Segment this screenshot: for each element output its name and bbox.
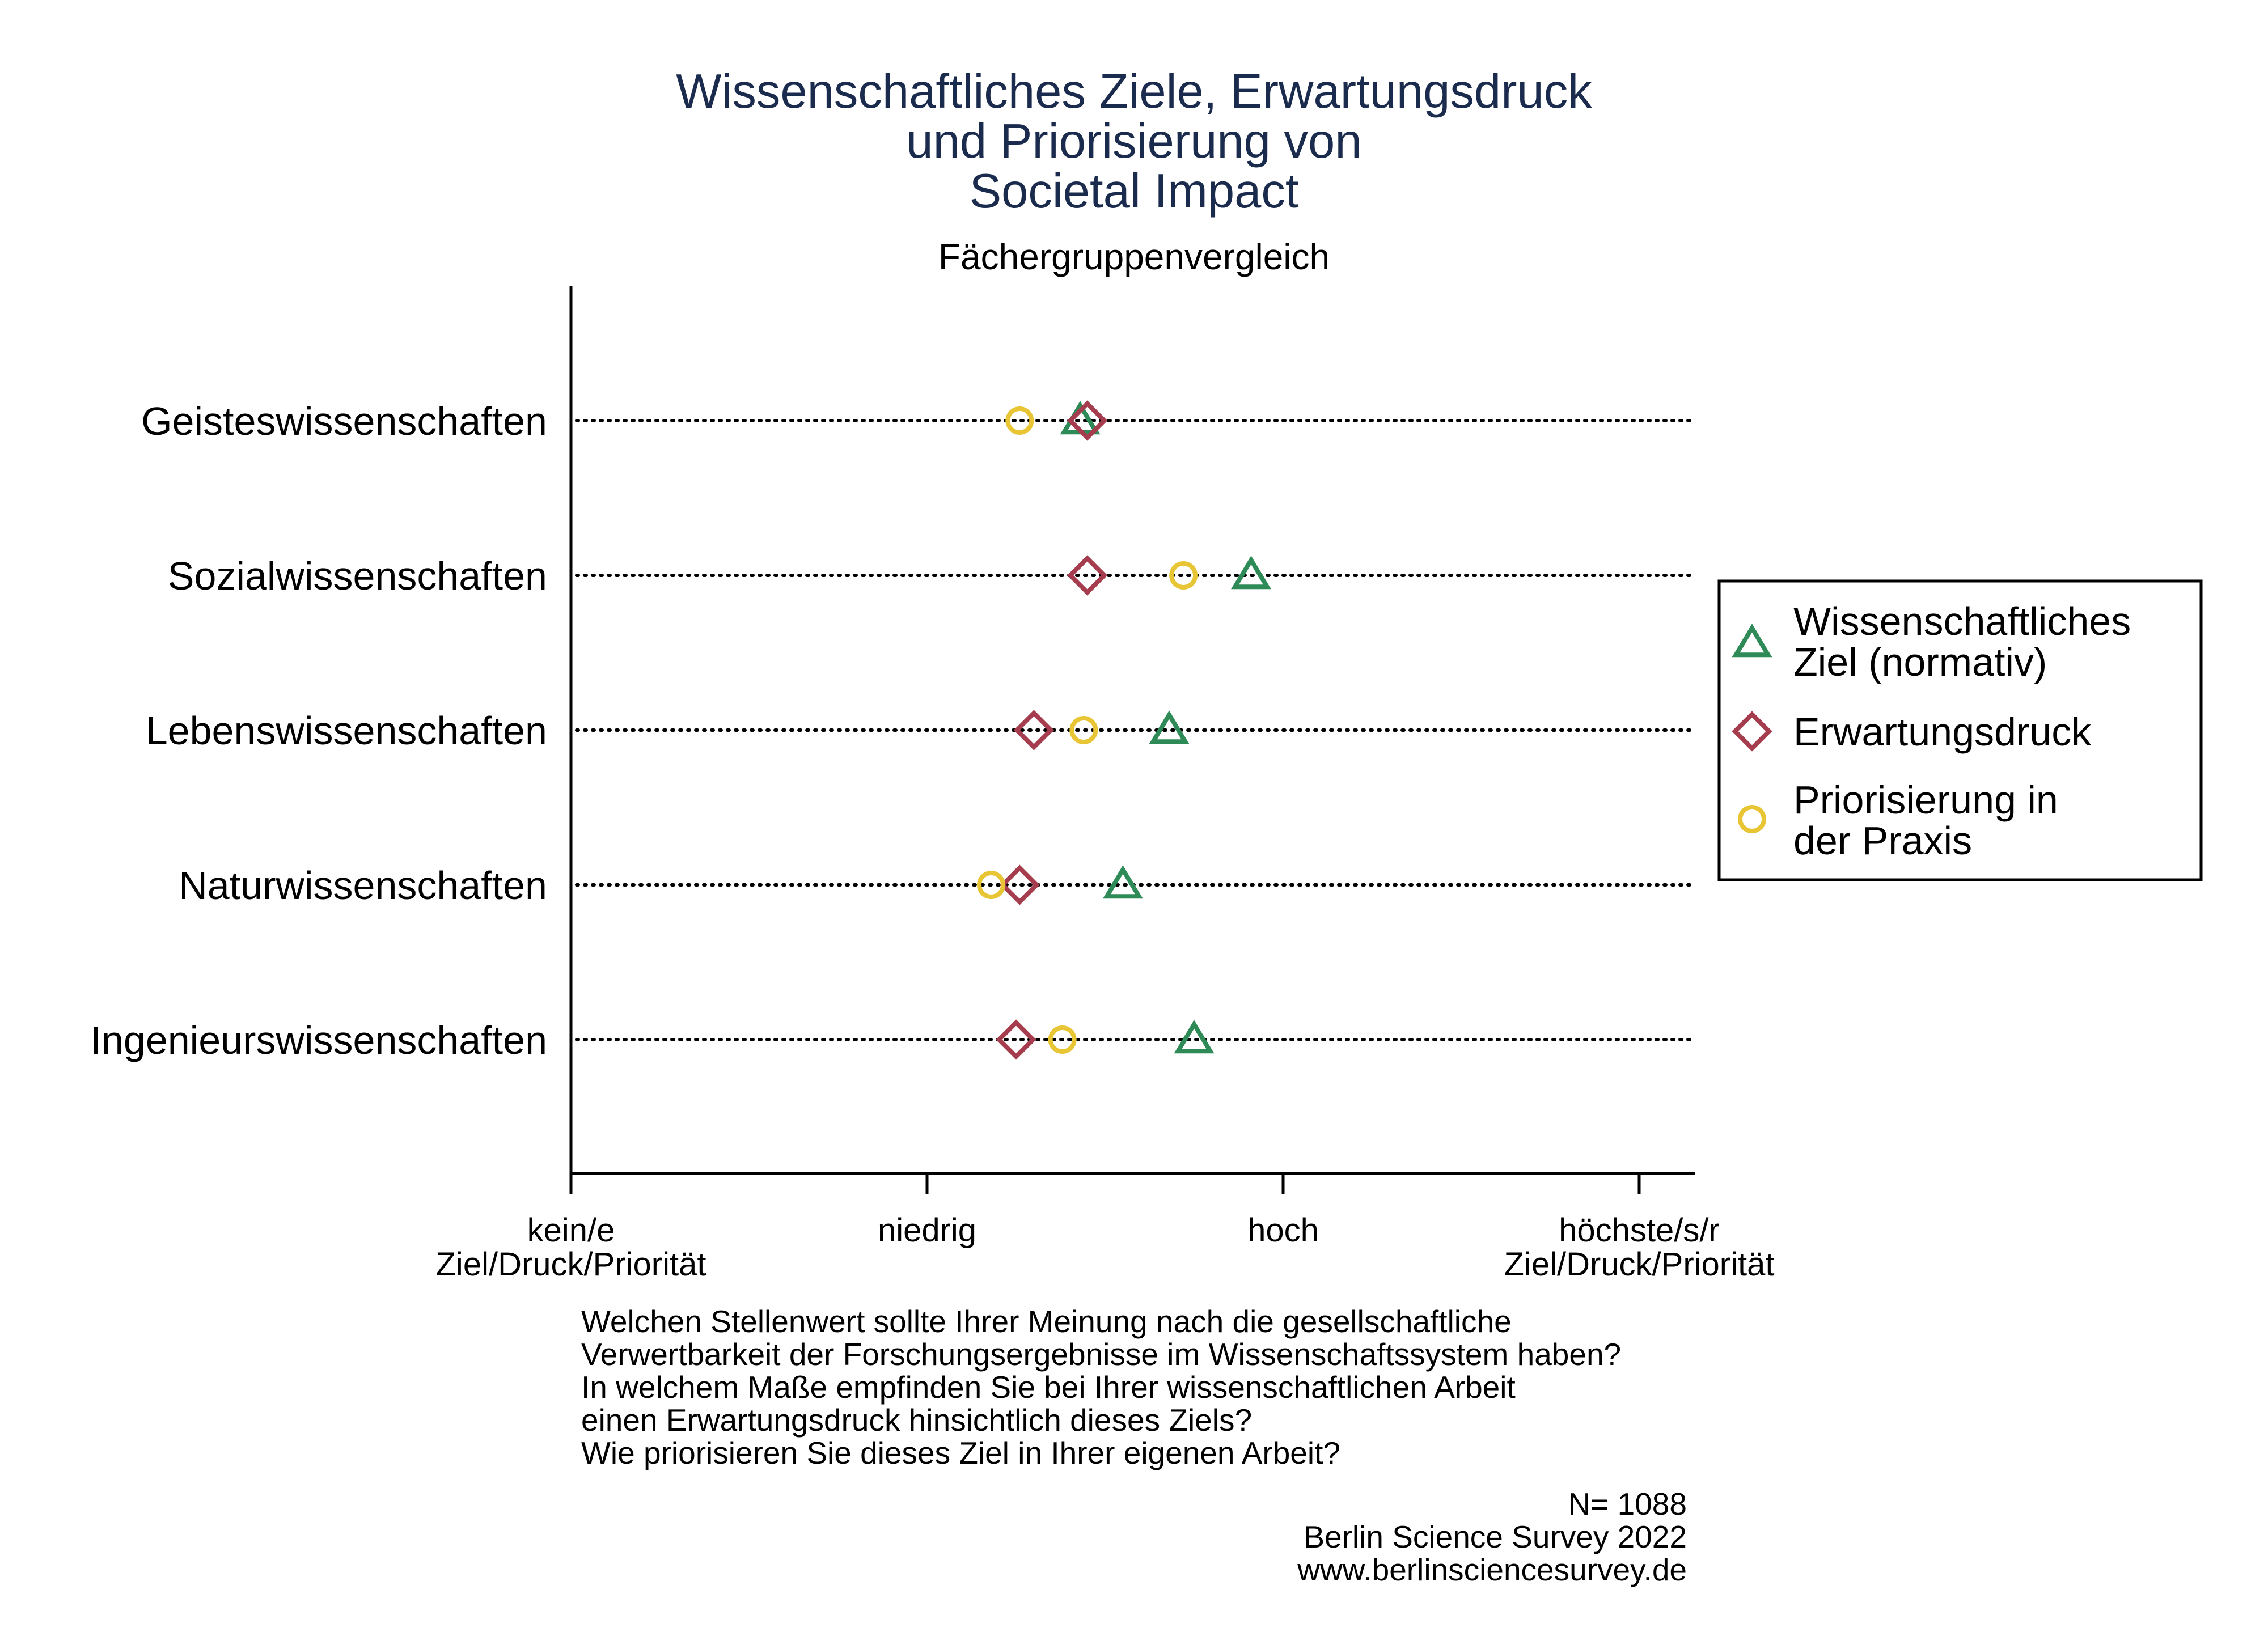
source-line: Berlin Science Survey 2022: [1304, 1519, 1687, 1554]
x-tick-label: höchste/s/r: [1559, 1212, 1720, 1249]
chart-subtitle: Fächergruppenvergleich: [938, 236, 1330, 277]
x-tick-label: Ziel/Druck/Priorität: [1504, 1246, 1775, 1283]
circle-data-point: [1169, 561, 1198, 590]
circle-data-point: [977, 871, 1006, 899]
diamond-data-point: [996, 1019, 1036, 1060]
title-line: und Priorisierung von: [906, 115, 1361, 168]
chart-title: Wissenschaftliches Ziele, Erwartungsdruc…: [676, 65, 1592, 218]
source-line: www.berlinsciencesurvey.de: [1297, 1552, 1687, 1587]
question-line: Welchen Stellenwert sollte Ihrer Meinung…: [581, 1304, 1512, 1339]
category-label: Sozialwissenschaften: [168, 554, 547, 598]
triangle-data-point: [1231, 556, 1271, 590]
circle-data-point: [1069, 716, 1098, 744]
x-tick-label: kein/e: [527, 1212, 615, 1249]
category-label: Geisteswissenschaften: [141, 399, 547, 443]
legend-box: [1717, 579, 2203, 881]
category-label: Naturwissenschaften: [179, 863, 547, 908]
x-tick-label: Ziel/Druck/Priorität: [436, 1246, 706, 1283]
x-tick-label: niedrig: [878, 1212, 976, 1249]
title-line: Societal Impact: [969, 164, 1298, 218]
triangle-data-point: [1149, 710, 1190, 744]
legend-diamond-icon: [1732, 711, 1772, 752]
diamond-data-point: [1013, 710, 1055, 751]
legend-label: Wissenschaftliches: [1793, 599, 2131, 643]
question-line: Wie priorisieren Sie dieses Ziel in Ihre…: [581, 1435, 1340, 1470]
title-line: Wissenschaftliches Ziele, Erwartungsdruc…: [676, 65, 1592, 118]
data-markers: [977, 400, 1271, 1060]
triangle-data-point: [1102, 865, 1143, 899]
legend-triangle-icon: [1732, 624, 1772, 658]
source-note: N= 1088 Berlin Science Survey 2022 www.b…: [1297, 1486, 1687, 1587]
diamond-data-point: [999, 864, 1040, 905]
circle-data-point: [1048, 1025, 1077, 1054]
category-labels: Geisteswissenschaften Sozialwissenschafte…: [91, 399, 547, 1062]
x-tick-label: hoch: [1247, 1212, 1319, 1249]
circle-data-point: [1005, 406, 1034, 435]
question-line: In welchem Maße empfinden Sie bei Ihrer …: [581, 1370, 1516, 1405]
diamond-data-point: [1067, 555, 1108, 596]
triangle-data-point: [1174, 1020, 1215, 1054]
category-label: Lebenswissenschaften: [146, 709, 547, 753]
legend-label: Ziel (normativ): [1793, 640, 2047, 684]
legend-label: der Praxis: [1793, 819, 1972, 863]
category-label: Ingenieurswissenschaften: [91, 1018, 547, 1062]
legend-label: Erwartungsdruck: [1793, 710, 2092, 754]
legend-label: Priorisierung in: [1793, 778, 2058, 822]
source-line: N= 1088: [1568, 1486, 1687, 1521]
legend-circle-icon: [1738, 805, 1766, 833]
diamond-data-point: [1067, 400, 1108, 441]
question-note: Welchen Stellenwert sollte Ihrer Meinung…: [581, 1304, 1621, 1470]
question-line: einen Erwartungsdruck hinsichtlich diese…: [581, 1402, 1252, 1438]
question-line: Verwertbarkeit der Forschungsergebnisse …: [581, 1337, 1621, 1372]
